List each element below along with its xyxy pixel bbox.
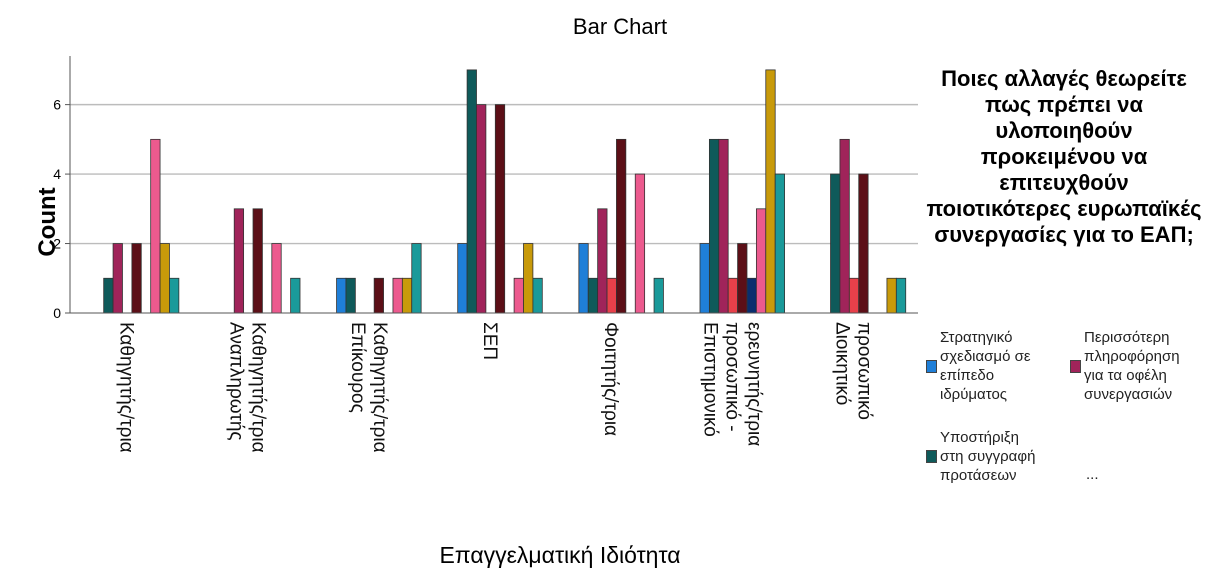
category-label: Καθηγητής/τρια — [116, 322, 137, 453]
bar — [727, 277, 738, 314]
bar — [457, 243, 468, 314]
category-label: Διοικητικό — [831, 322, 852, 405]
bar — [345, 277, 356, 314]
bar — [159, 243, 170, 314]
bar — [699, 243, 710, 314]
bar — [532, 277, 543, 314]
bar — [774, 173, 785, 314]
legend-swatch — [926, 359, 937, 373]
category-label: Φοιτητής/τρια — [600, 322, 621, 436]
bar — [755, 208, 767, 314]
bar — [634, 173, 646, 314]
bar — [839, 138, 850, 314]
bar — [373, 277, 384, 314]
category-label: ΣΕΠ — [479, 322, 500, 360]
legend-label-line: ιδρύματος — [940, 386, 1008, 403]
category-label: Επιστημονικό — [699, 322, 720, 437]
legend-label: Περισσότερη πληροφόρηση για τα οφέλη συνεργ… — [1084, 328, 1180, 404]
bar — [131, 243, 142, 314]
legend-label-line: σχεδιασμό σε — [940, 348, 1031, 365]
legend-label-line: προτάσεων — [940, 467, 1017, 484]
bar — [150, 138, 161, 314]
x-axis-title: Επαγγελματική Ιδιότητα — [439, 542, 681, 568]
bar — [578, 243, 589, 314]
chart-title: Bar Chart — [572, 14, 668, 39]
bar — [411, 243, 422, 314]
bar — [746, 277, 757, 314]
bar — [233, 208, 245, 314]
bar — [494, 104, 506, 314]
legend-swatch — [926, 450, 937, 463]
bar — [523, 243, 534, 314]
bar — [103, 277, 114, 314]
bar — [708, 138, 720, 314]
bars — [103, 69, 907, 314]
category-label: Καθηγητής/τρια — [248, 322, 269, 453]
category-label: ερευνητής/τρια — [743, 322, 764, 446]
category-labels: Καθηγητής/τρια Αναπληρωτής Καθηγητής/τρια Ε… — [116, 322, 875, 453]
bar — [597, 208, 608, 314]
y-axis-title: Count — [34, 187, 61, 257]
legend-item: Στρατηγικό σχεδιασμό σε επίπεδο ιδρύματος — [926, 328, 1061, 404]
bar — [718, 138, 729, 314]
legend-item: Περισσότερη πληροφόρηση για τα οφέλη συνεργ… — [1070, 328, 1205, 404]
bar — [587, 277, 599, 314]
legend-label: Υποστήριξη στη συγγραφή προτάσεων — [940, 428, 1035, 485]
bar — [401, 277, 413, 314]
bar — [830, 173, 841, 314]
bar — [895, 277, 907, 314]
bar — [271, 243, 282, 314]
legend-label-line: πληροφόρηση — [1084, 348, 1180, 365]
legend-label-line: συνεργασιών — [1084, 386, 1173, 403]
bar — [513, 277, 524, 314]
axes: 0 2 4 6 — [53, 56, 918, 321]
category-label: Καθηγητής/τρια — [369, 322, 390, 453]
bar — [858, 173, 869, 314]
bar — [169, 277, 180, 314]
bar — [466, 69, 477, 314]
bar — [290, 277, 301, 314]
legend-label-line: Περισσότερη — [1084, 329, 1170, 346]
legend-label-line: στη συγγραφή — [940, 448, 1036, 465]
legend-swatch — [1070, 359, 1081, 373]
legend-label-line: επίπεδο — [940, 367, 995, 384]
y-tick-label: 0 — [53, 305, 61, 321]
y-tick-label: 6 — [53, 97, 61, 113]
category-label: Επίκουρος — [347, 322, 368, 413]
category-label: προσωπικό — [853, 322, 874, 420]
bar — [252, 208, 263, 314]
bar — [336, 277, 347, 314]
category-label: προσωπικό - — [721, 322, 742, 432]
bar — [616, 138, 627, 314]
category-label: Αναπληρωτής — [226, 322, 247, 441]
bar — [653, 277, 664, 314]
legend-label-line: Υποστήριξη — [940, 429, 1019, 446]
legend-label-line: για τα οφέλη — [1084, 367, 1167, 384]
legend-label-line: Στρατηγικό — [940, 329, 1013, 346]
y-tick-label: 2 — [53, 236, 61, 252]
bar — [606, 277, 617, 314]
bar — [392, 277, 403, 314]
bar — [476, 104, 487, 314]
legend-label: Στρατηγικό σχεδιασμό σε επίπεδο ιδρύματος — [940, 328, 1031, 404]
legend-title: Ποιες αλλαγές θεωρείτε πως πρέπει να υλο… — [926, 66, 1202, 247]
bar — [886, 277, 897, 314]
bar — [765, 69, 776, 314]
y-tick-label: 4 — [53, 166, 61, 182]
bar — [848, 277, 860, 314]
legend-more-indicator: ... — [1086, 466, 1099, 483]
bar — [112, 243, 123, 314]
bar — [737, 243, 748, 314]
legend-item: Υποστήριξη στη συγγραφή προτάσεων — [926, 428, 1061, 485]
gridlines — [70, 103, 918, 245]
